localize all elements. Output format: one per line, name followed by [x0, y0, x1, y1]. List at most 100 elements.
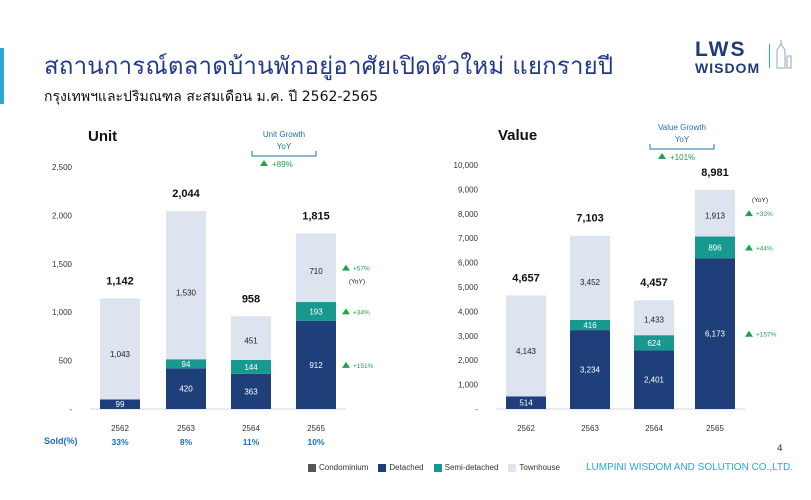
bar-segment-label: 3,234 — [580, 366, 601, 375]
legend-swatch — [378, 463, 387, 472]
bar-segment-label: 710 — [309, 267, 323, 276]
bar-segment-semi-detached — [296, 302, 336, 321]
title-accent-bar — [0, 48, 4, 104]
bar-segment-semi-detached — [231, 359, 271, 374]
growth-box-bracket — [649, 144, 715, 150]
bar-segment-label: 416 — [583, 321, 597, 330]
x-category-label: 2563 — [177, 424, 195, 433]
bar-segment-label: 193 — [309, 307, 323, 316]
y-tick-label: 9,000 — [458, 185, 479, 194]
x-category-label: 2565 — [307, 424, 325, 433]
bar-segment-townhouse — [166, 211, 206, 360]
yoy-segment-value: +33% — [756, 211, 773, 218]
bar-segment-label: 912 — [309, 361, 323, 370]
yoy-up-arrow-icon — [745, 210, 753, 217]
bar-segment-detached — [231, 373, 271, 409]
company-logo: LWS WISDOM — [695, 38, 795, 80]
y-tick-label: 1,000 — [52, 308, 73, 317]
bar-segment-label: 94 — [182, 360, 191, 369]
yoy-up-arrow-icon — [342, 361, 350, 368]
yoy-segment-value: +44% — [756, 245, 773, 252]
bar-segment-detached — [570, 330, 610, 409]
chart-title: Value — [498, 127, 537, 144]
yoy-segment-value: +34% — [353, 309, 370, 316]
logo-text-line1: LWS — [695, 38, 747, 61]
page-number: 4 — [777, 444, 783, 454]
bar-segment-semi-detached — [695, 236, 735, 259]
sold-percent-label: Sold(%) — [44, 436, 78, 446]
chart-legend: Condominium Detached Semi-detached Townhous… — [308, 463, 560, 472]
y-tick-label: 1,000 — [458, 381, 479, 390]
bar-segment-label: 1,043 — [110, 350, 131, 359]
yoy-segment-value: +151% — [353, 363, 374, 370]
y-tick-label: 7,000 — [458, 234, 479, 243]
legend-item: Detached — [378, 463, 424, 472]
bar-segment-detached — [166, 368, 206, 409]
bar-segment-label: 514 — [519, 399, 533, 408]
yoy-segment-value: +57% — [353, 266, 370, 273]
bar-segment-detached — [506, 396, 546, 409]
legend-label: Townhouse — [519, 463, 560, 472]
bar-segment-label: 1,913 — [705, 212, 726, 221]
footer-company: LUMPINI WISDOM AND SOLUTION CO.,LTD. — [586, 462, 794, 473]
bar-segment-semi-detached — [634, 335, 674, 351]
bar-segment-townhouse — [570, 235, 610, 320]
bar-total-label: 958 — [242, 293, 260, 305]
legend-label: Detached — [389, 463, 424, 472]
bar-segment-label: 144 — [244, 363, 258, 372]
sold-percent-value: 11% — [243, 437, 260, 447]
bar-total-label: 8,981 — [701, 167, 729, 179]
growth-up-arrow-icon — [658, 153, 666, 159]
legend-label: Condominium — [319, 463, 369, 472]
bar-segment-detached — [296, 320, 336, 409]
y-tick-label: 2,500 — [52, 163, 73, 172]
y-tick-label: - — [475, 405, 478, 414]
chart-title: Unit — [88, 128, 117, 145]
legend-item: Condominium — [308, 463, 368, 472]
y-tick-label: 1,500 — [52, 260, 73, 269]
bar-segment-semi-detached — [570, 319, 610, 331]
y-tick-label: 6,000 — [458, 259, 479, 268]
bar-total-label: 2,044 — [172, 188, 200, 200]
y-tick-label: 3,000 — [458, 332, 479, 341]
bar-segment-detached — [634, 350, 674, 409]
sold-percent-value: 33% — [111, 437, 128, 447]
y-tick-label: 4,000 — [458, 307, 479, 316]
bar-segment-label: 6,173 — [705, 330, 726, 339]
bar-segment-townhouse — [231, 316, 271, 360]
yoy-up-arrow-icon — [342, 264, 350, 271]
y-tick-label: 2,000 — [458, 356, 479, 365]
x-category-label: 2564 — [242, 424, 260, 433]
bar-segment-townhouse — [695, 189, 735, 237]
logo-text-line2: WISDOM — [695, 60, 761, 76]
page-subtitle: กรุงเทพฯและปริมณฑล สะสมเดือน ม.ค. ปี 256… — [44, 89, 379, 105]
bar-segment-label: 4,143 — [516, 347, 537, 356]
growth-box-yoy-label: YoY — [675, 135, 690, 144]
x-category-label: 2563 — [581, 424, 599, 433]
y-tick-label: 8,000 — [458, 210, 479, 219]
bar-segment-detached — [695, 258, 735, 409]
yoy-up-arrow-icon — [745, 244, 753, 251]
y-tick-label: 10,000 — [454, 161, 479, 170]
yoy-up-arrow-icon — [745, 330, 753, 337]
legend-swatch — [308, 463, 316, 472]
growth-box-bracket — [251, 151, 317, 157]
bar-segment-label: 3,452 — [580, 278, 601, 287]
bar-total-label: 4,457 — [640, 277, 668, 289]
bar-segment-label: 99 — [116, 400, 125, 409]
yoy-segment-value: +157% — [756, 332, 777, 339]
bar-segment-label: 1,530 — [176, 289, 197, 298]
bar-total-label: 4,657 — [512, 272, 540, 284]
legend-label: Semi-detached — [444, 463, 499, 472]
legend-swatch — [433, 463, 442, 472]
bar-segment-label: 2,401 — [644, 376, 665, 385]
bar-segment-townhouse — [100, 298, 140, 400]
x-category-label: 2564 — [645, 424, 663, 433]
yoy-header-label: (YoY) — [752, 197, 768, 204]
bar-segment-townhouse — [296, 233, 336, 303]
x-category-label: 2562 — [111, 424, 129, 433]
yoy-header-label: (YoY) — [349, 278, 365, 285]
yoy-up-arrow-icon — [342, 308, 350, 315]
bar-total-label: 1,815 — [302, 210, 330, 222]
